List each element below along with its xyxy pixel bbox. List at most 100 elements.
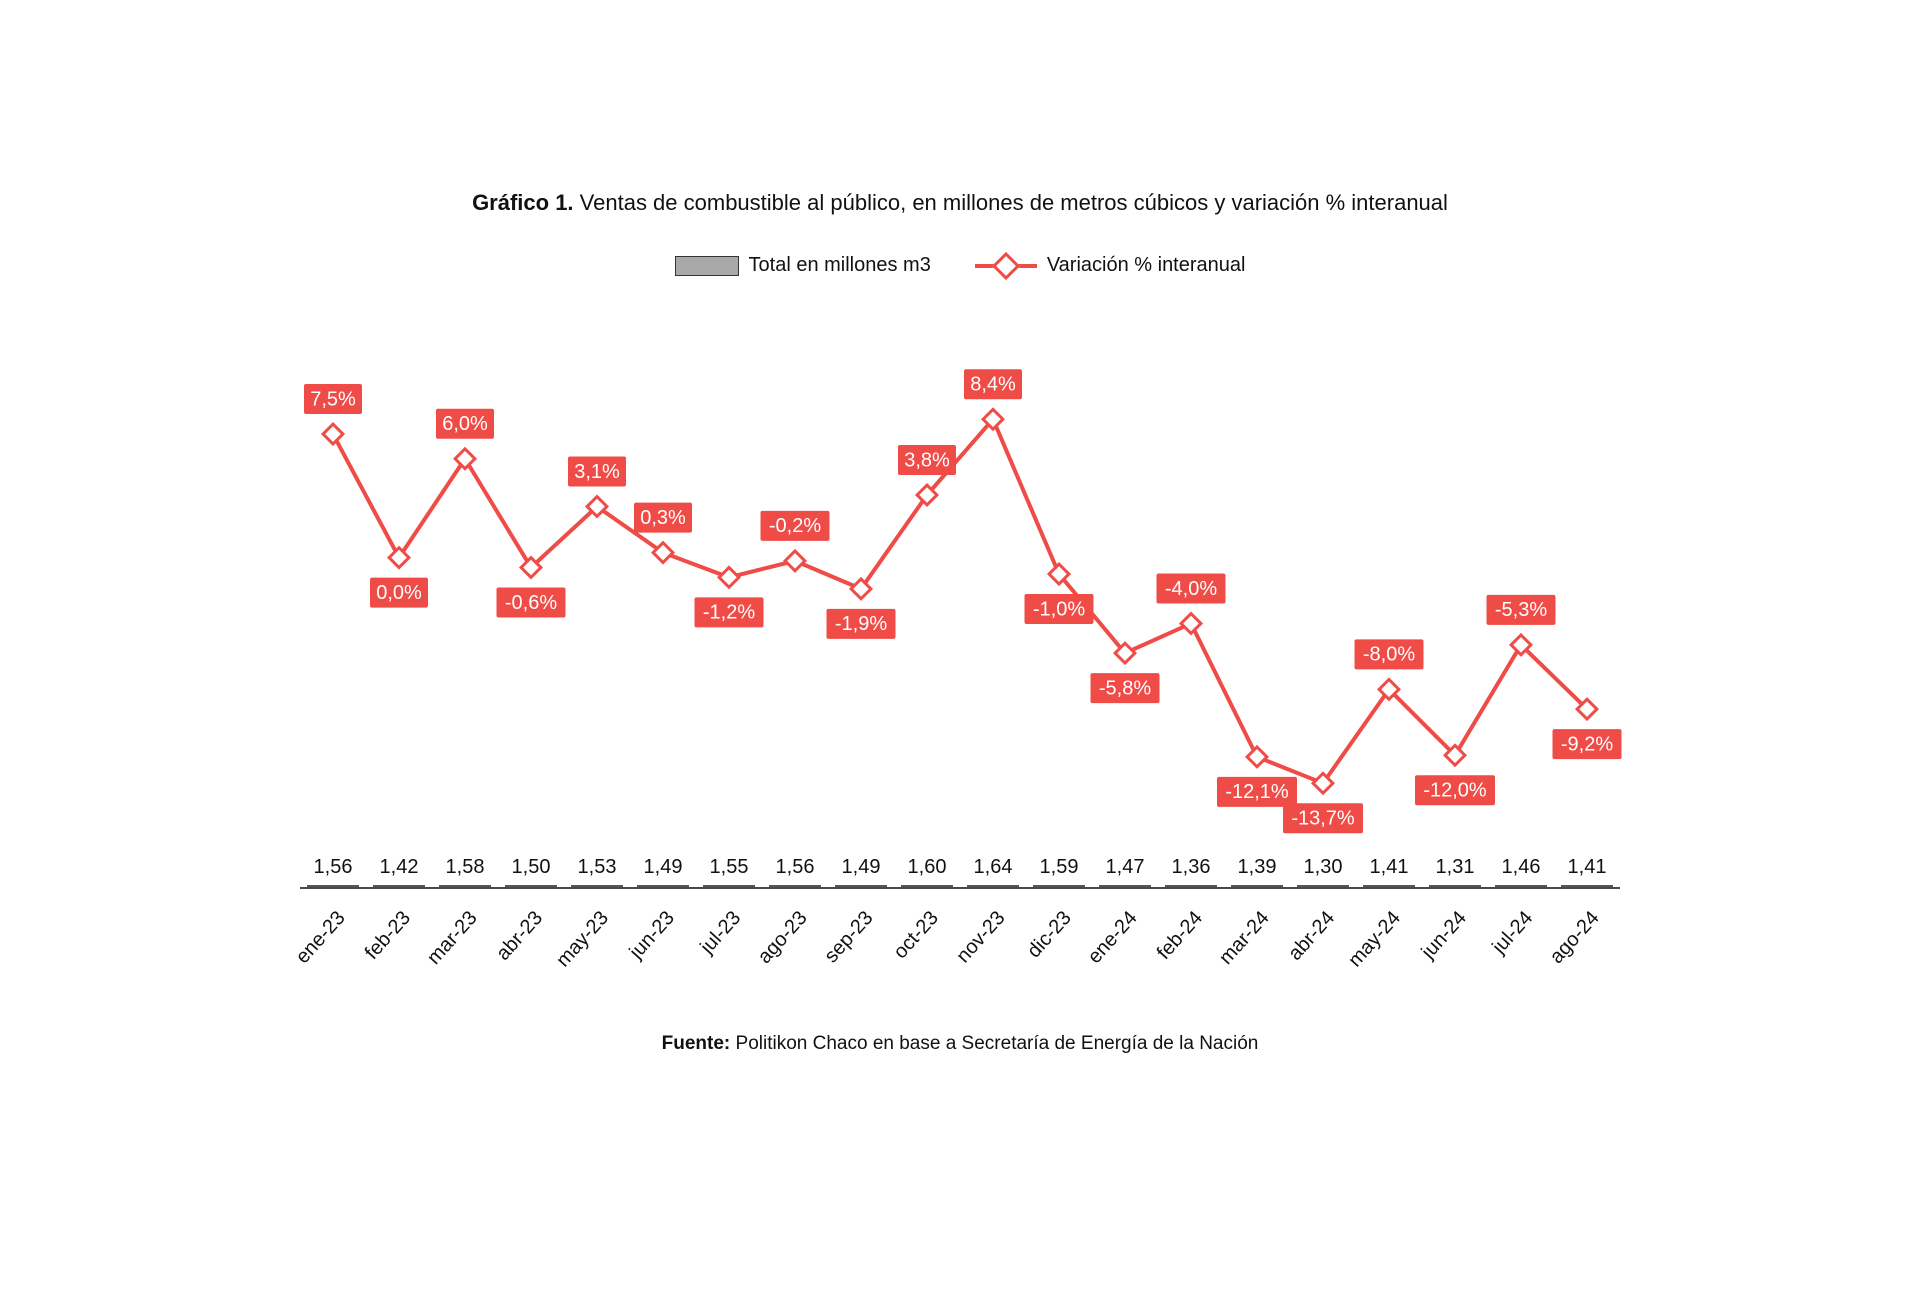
line-swatch-icon [975,257,1037,275]
x-axis-label: oct-23 [890,907,944,964]
chart-title-text: Ventas de combustible al público, en mil… [574,190,1448,215]
x-axis-label: jun-24 [1418,907,1472,964]
bar [1231,885,1282,887]
bar [1495,885,1546,887]
x-axis-label: mar-23 [423,907,482,969]
bar-value-label: 1,56 [776,856,815,879]
x-axis-cell: mar-24 [1224,899,1290,989]
x-axis-cell: ago-24 [1554,899,1620,989]
bar [307,885,358,887]
x-axis-label: ago-24 [1545,907,1604,969]
plot-area: 1,561,421,581,501,531,491,551,561,491,60… [300,327,1620,889]
bar-value-label: 1,64 [974,856,1013,879]
bar [373,885,424,887]
bar [1165,885,1216,887]
x-axis-label: abr-23 [492,907,548,965]
chart-source-text: Politikon Chaco en base a Secretaría de … [730,1033,1258,1054]
x-axis-cell: jul-24 [1488,899,1554,989]
x-axis-cell: may-23 [564,899,630,989]
x-axis-label: jul-23 [696,907,746,959]
x-axis-cell: oct-23 [894,899,960,989]
bar-value-label: 1,49 [842,856,881,879]
chart-title: Gráfico 1. Ventas de combustible al públ… [300,190,1620,216]
x-axis-cell: abr-23 [498,899,564,989]
bar-cell: 1,64 [960,856,1026,887]
bar-cell: 1,59 [1026,856,1092,887]
bar-value-label: 1,50 [512,856,551,879]
x-axis-cell: ene-23 [300,899,366,989]
bar-value-label: 1,36 [1172,856,1211,879]
legend-item-bars: Total en millones m3 [675,254,931,277]
x-axis: ene-23feb-23mar-23abr-23may-23jun-23jul-… [300,899,1620,989]
x-axis-label: feb-23 [361,907,416,965]
x-axis-label: mar-24 [1215,907,1274,969]
bar-value-label: 1,58 [446,856,485,879]
x-axis-cell: nov-23 [960,899,1026,989]
bar [1429,885,1480,887]
bar [1561,885,1612,887]
bar-cell: 1,53 [564,856,630,887]
bar-swatch-icon [675,256,739,276]
bar-cell: 1,49 [630,856,696,887]
bar [769,885,820,887]
bar [1099,885,1150,887]
x-axis-cell: mar-23 [432,899,498,989]
bar-cell: 1,47 [1092,856,1158,887]
bar-value-label: 1,56 [314,856,353,879]
x-axis-label: ene-23 [291,907,350,969]
x-axis-label: feb-24 [1153,907,1208,965]
x-axis-label: ago-23 [753,907,812,969]
bar-cell: 1,39 [1224,856,1290,887]
bars-layer: 1,561,421,581,501,531,491,551,561,491,60… [300,327,1620,887]
x-axis-cell: jul-23 [696,899,762,989]
bar-cell: 1,50 [498,856,564,887]
x-axis-cell: feb-23 [366,899,432,989]
bar-cell: 1,36 [1158,856,1224,887]
x-axis-cell: dic-23 [1026,899,1092,989]
bar-cell: 1,31 [1422,856,1488,887]
bar-cell: 1,58 [432,856,498,887]
bar-value-label: 1,60 [908,856,947,879]
chart-source-prefix: Fuente: [662,1033,731,1054]
bar-value-label: 1,53 [578,856,617,879]
chart-container: Gráfico 1. Ventas de combustible al públ… [300,190,1620,1055]
bar-value-label: 1,42 [380,856,419,879]
bar-cell: 1,56 [300,856,366,887]
x-axis-label: sep-23 [820,907,878,968]
bar-value-label: 1,59 [1040,856,1079,879]
bar-value-label: 1,46 [1502,856,1541,879]
x-axis-label: jun-23 [626,907,680,964]
bar-cell: 1,49 [828,856,894,887]
bar-value-label: 1,41 [1568,856,1607,879]
bar [439,885,490,887]
bar-cell: 1,41 [1554,856,1620,887]
x-axis-cell: jun-24 [1422,899,1488,989]
x-axis-cell: abr-24 [1290,899,1356,989]
legend-line-label: Variación % interanual [1047,254,1246,277]
bar [1297,885,1348,887]
bar-value-label: 1,47 [1106,856,1145,879]
bar-value-label: 1,30 [1304,856,1343,879]
x-axis-cell: feb-24 [1158,899,1224,989]
x-axis-cell: ene-24 [1092,899,1158,989]
bar [703,885,754,887]
bar-cell: 1,46 [1488,856,1554,887]
legend-item-line: Variación % interanual [975,254,1246,277]
x-axis-label: abr-24 [1284,907,1340,965]
bar [637,885,688,887]
chart-title-prefix: Gráfico 1. [472,190,573,215]
x-axis-cell: may-24 [1356,899,1422,989]
bar [967,885,1018,887]
legend-bars-label: Total en millones m3 [749,254,931,277]
bar [1033,885,1084,887]
legend: Total en millones m3 Variación % interan… [300,254,1620,277]
x-axis-cell: ago-23 [762,899,828,989]
bar-cell: 1,60 [894,856,960,887]
x-axis-label: dic-23 [1023,907,1077,963]
x-axis-label: ene-24 [1083,907,1142,969]
x-axis-cell: jun-23 [630,899,696,989]
bar [835,885,886,887]
bar-cell: 1,42 [366,856,432,887]
bar-cell: 1,55 [696,856,762,887]
x-axis-cell: sep-23 [828,899,894,989]
